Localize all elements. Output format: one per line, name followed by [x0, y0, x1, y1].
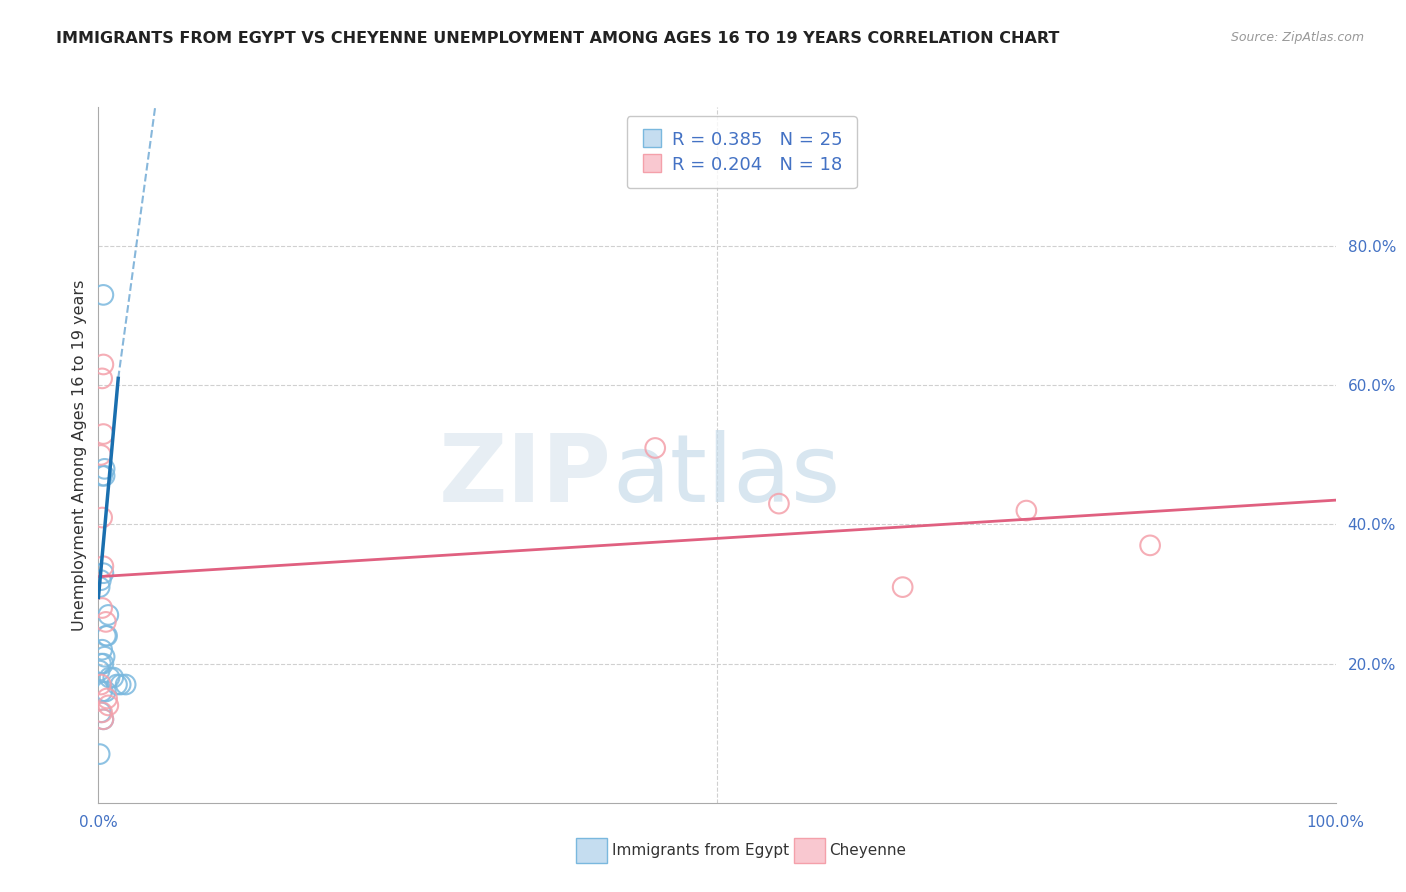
- Point: [91, 706, 114, 720]
- Point: [89, 580, 111, 594]
- Point: [93, 288, 115, 302]
- Point: [90, 677, 112, 691]
- Point: [91, 510, 114, 524]
- Point: [91, 601, 114, 615]
- Point: [644, 441, 666, 455]
- Point: [97, 607, 120, 622]
- Text: atlas: atlas: [612, 430, 841, 522]
- Point: [94, 615, 117, 629]
- Text: Source: ZipAtlas.com: Source: ZipAtlas.com: [1230, 31, 1364, 45]
- Point: [93, 657, 115, 671]
- Point: [90, 448, 112, 462]
- Point: [91, 468, 114, 483]
- Point: [93, 566, 115, 581]
- Text: Immigrants from Egypt: Immigrants from Egypt: [612, 843, 789, 857]
- Text: Cheyenne: Cheyenne: [830, 843, 907, 857]
- Point: [93, 462, 115, 476]
- Point: [91, 371, 114, 385]
- Point: [93, 358, 115, 372]
- Point: [96, 629, 118, 643]
- Point: [105, 677, 128, 691]
- Point: [94, 684, 117, 698]
- Point: [90, 706, 112, 720]
- Point: [110, 677, 132, 691]
- Point: [90, 573, 112, 587]
- Point: [114, 677, 136, 691]
- Point: [91, 642, 114, 657]
- Point: [94, 629, 117, 643]
- Legend: R = 0.385   N = 25, R = 0.204   N = 18: R = 0.385 N = 25, R = 0.204 N = 18: [627, 116, 856, 188]
- Point: [96, 691, 118, 706]
- Point: [103, 671, 125, 685]
- Point: [98, 671, 121, 685]
- Point: [89, 747, 111, 761]
- Y-axis label: Unemployment Among Ages 16 to 19 years: Unemployment Among Ages 16 to 19 years: [72, 279, 87, 631]
- Point: [91, 684, 114, 698]
- Point: [768, 497, 790, 511]
- Point: [93, 712, 115, 726]
- Point: [93, 712, 115, 726]
- Point: [97, 698, 120, 713]
- Point: [93, 559, 115, 574]
- Point: [89, 664, 111, 678]
- Point: [90, 657, 112, 671]
- Text: ZIP: ZIP: [439, 430, 612, 522]
- Point: [891, 580, 914, 594]
- Point: [93, 468, 115, 483]
- Point: [1139, 538, 1161, 552]
- Text: IMMIGRANTS FROM EGYPT VS CHEYENNE UNEMPLOYMENT AMONG AGES 16 TO 19 YEARS CORRELA: IMMIGRANTS FROM EGYPT VS CHEYENNE UNEMPL…: [56, 31, 1060, 46]
- Point: [93, 427, 115, 442]
- Point: [1015, 503, 1038, 517]
- Point: [93, 649, 115, 664]
